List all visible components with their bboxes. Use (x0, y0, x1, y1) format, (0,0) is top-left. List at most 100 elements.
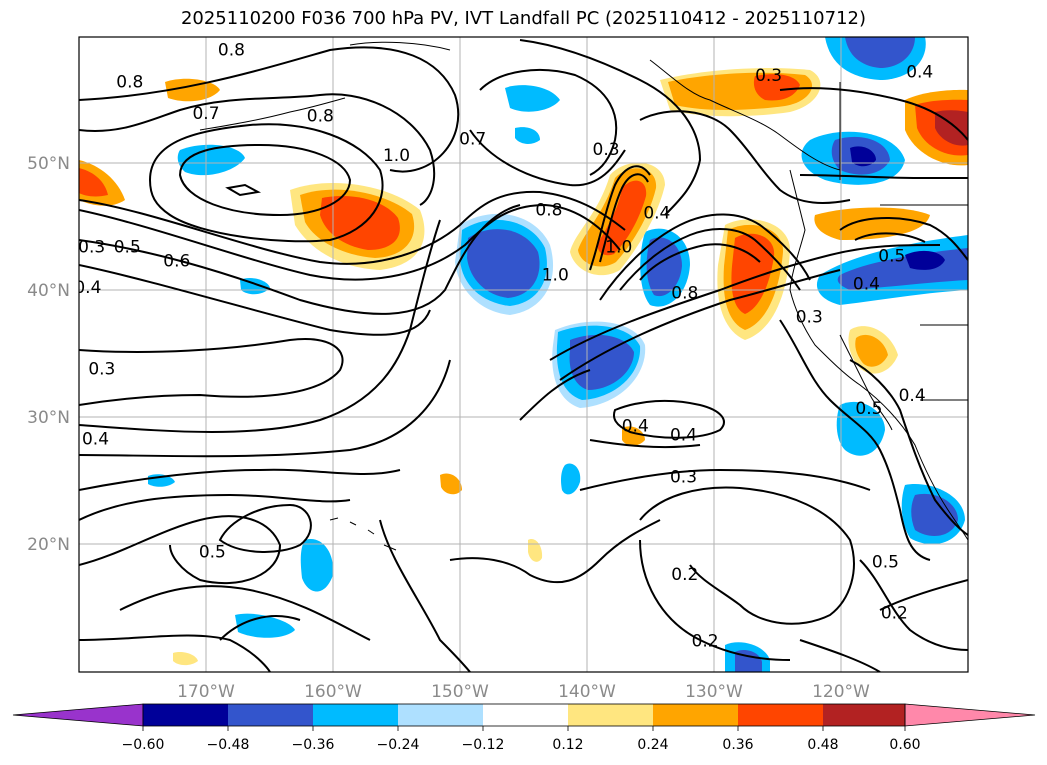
map-title: 2025110200 F036 700 hPa PV, IVT Landfall… (180, 8, 867, 29)
contour-label: 0.3 (796, 307, 823, 327)
pv-contour-line (79, 93, 436, 206)
coastline-north-america (789, 169, 968, 541)
positive-anomaly-region (753, 74, 800, 101)
pv-contour-line (879, 579, 968, 611)
contour-label: 0.5 (855, 399, 882, 419)
contour-label: 0.5 (199, 542, 226, 562)
lon-axis-labels: 170°W 160°W 150°W 140°W 130°W 120°W (177, 682, 870, 702)
pv-contour-line (79, 634, 271, 672)
positive-anomaly-region (528, 539, 543, 562)
pv-contour-line (79, 203, 621, 281)
lat-tick-label: 40°N (27, 281, 70, 301)
pv-contour-line (79, 46, 460, 173)
negative-anomaly-region (467, 229, 540, 298)
colorbar-tick-label: −0.12 (462, 737, 505, 753)
negative-anomaly-region (845, 37, 915, 68)
colorbar-segment (483, 704, 568, 726)
pv-contour-line (779, 87, 968, 141)
pv-contour-line (79, 338, 344, 406)
colorbar-tick-label: −0.48 (207, 737, 250, 753)
colorbar-segment (823, 704, 905, 726)
pv-contour-line (479, 69, 618, 176)
negative-anomaly-region (300, 539, 334, 592)
colorbar-tick-label: 0.36 (722, 737, 753, 753)
contour-label: 1.0 (542, 265, 569, 285)
contour-label: 0.5 (878, 246, 905, 266)
contour-label: 0.3 (755, 66, 782, 86)
pv-contour-line (639, 243, 761, 281)
pv-contour-line (79, 493, 351, 521)
lat-axis-labels: 50°N 40°N 30°N 20°N (27, 154, 70, 555)
contour-label: 0.8 (535, 201, 562, 221)
positive-anomaly-region (855, 334, 888, 367)
pv-contour-line (779, 319, 931, 561)
lon-tick-label: 150°W (431, 682, 489, 702)
pv-contour-line (79, 264, 431, 336)
negative-anomaly-region (646, 237, 682, 297)
pv-contour-line (599, 213, 811, 301)
positive-anomaly-region (79, 168, 108, 197)
lon-tick-label: 120°W (812, 682, 870, 702)
pv-contour-line (639, 539, 791, 661)
colorbar-ticks (142, 726, 906, 731)
pv-contour-line (449, 519, 661, 584)
contour-label: 0.4 (643, 203, 670, 223)
contour-label: 0.4 (670, 426, 697, 446)
pv-contour-line (379, 519, 471, 672)
positive-anomaly-region (173, 651, 198, 666)
aleutian-islands (199, 97, 346, 131)
colorbar-tick-label: −0.24 (377, 737, 420, 753)
colorbar-tick-label: −0.60 (122, 737, 165, 753)
coastline-alaska (349, 41, 841, 171)
colorbar-tick-label: −0.36 (292, 737, 335, 753)
contour-labels: 0.80.80.7 0.81.00.70.30.8 0.40.3 0.40.3 0.50… (42, 41, 933, 652)
contour-label: 0.4 (899, 386, 926, 406)
contour-label-bg (42, 458, 76, 478)
positive-anomaly-region (731, 233, 775, 314)
pv-contour-line (559, 269, 841, 381)
colorbar-segment (398, 704, 483, 726)
pv-contour-line (849, 359, 968, 536)
colorbar-extend-low (12, 703, 144, 727)
pv-contour-line (859, 559, 968, 651)
colorbar-extend-high (904, 703, 1036, 727)
contour-label: 0.7 (459, 130, 486, 150)
negative-anomaly-region (561, 463, 581, 495)
contour-label: 0.3 (593, 140, 620, 160)
pv-contour-line (79, 204, 521, 315)
pv-contour-line (519, 39, 702, 216)
coastlines (199, 41, 968, 551)
contour-label: 0.5 (872, 553, 899, 573)
pv-contour-line (854, 232, 926, 243)
pv-contour-line (148, 123, 384, 243)
colorbar-tick-label: 0.12 (552, 737, 583, 753)
pv-contour-line (519, 369, 591, 421)
contour-label: 0.4 (82, 429, 109, 449)
contour-label: 1.0 (605, 238, 632, 258)
pv-contour-line (79, 468, 401, 491)
pv-contour-line (619, 228, 801, 291)
contour-label: 0.8 (671, 283, 698, 303)
map-frame (78, 36, 969, 673)
pv-contour-line (225, 183, 262, 197)
pv-contour-line (79, 219, 441, 433)
contour-label: 0.4 (906, 62, 933, 82)
lat-tick-label: 20°N (27, 535, 70, 555)
contour-label: 0.2 (692, 631, 719, 651)
pv-contour-line (119, 585, 371, 641)
contour-label: 0.8 (116, 72, 143, 92)
pv-contour-line (79, 515, 282, 585)
contour-label: 0.3 (670, 467, 697, 487)
lon-tick-label: 130°W (685, 682, 743, 702)
colorbar-segment (228, 704, 313, 726)
negative-anomaly-region (515, 127, 540, 144)
colorbar-tick-label: 0.48 (807, 737, 838, 753)
pv-contour-line (799, 639, 881, 672)
negative-anomaly-region (905, 250, 945, 270)
negative-anomaly-region (836, 401, 885, 456)
negative-anomaly-region (569, 334, 634, 390)
colorbar-outline (142, 703, 906, 727)
contour-label: 0.7 (192, 104, 219, 124)
pv-contour-line (589, 165, 651, 271)
